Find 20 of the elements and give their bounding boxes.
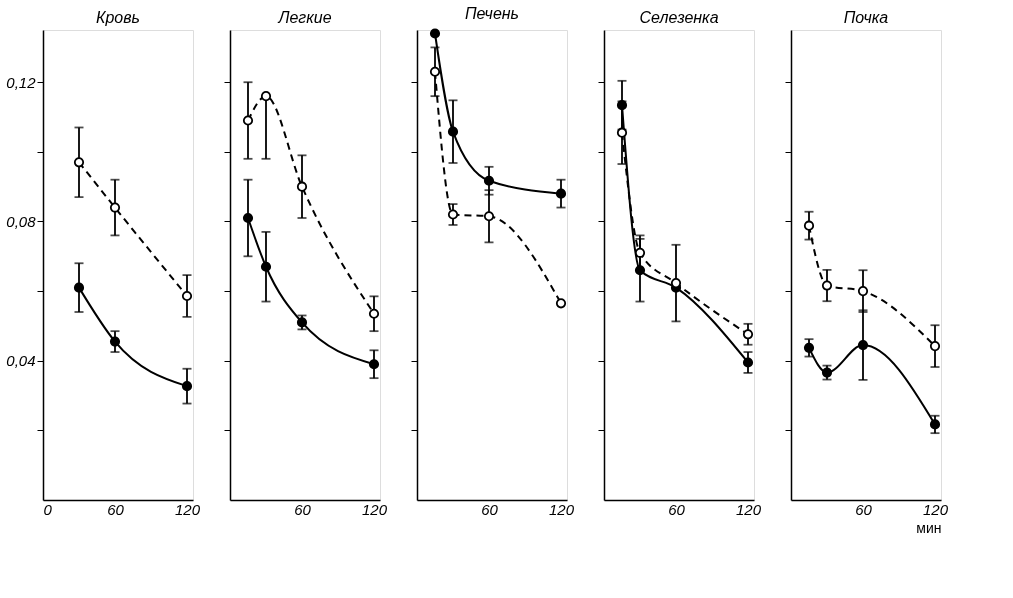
x-axis-title: мин	[916, 519, 942, 536]
chart-title: Кровь	[96, 9, 140, 26]
x-tick-label: 120	[735, 500, 762, 518]
chart-title: Почка	[843, 9, 889, 26]
x-tick-label: 60	[481, 500, 499, 518]
x-tick-label: 120	[548, 500, 575, 518]
x-tick-label: 60	[294, 500, 312, 518]
chart-title: Селезенка	[639, 9, 719, 26]
y-tick-label: 0,08	[6, 212, 37, 230]
x-tick-label: 120	[922, 500, 949, 518]
x-tick-label: 60	[668, 500, 686, 518]
x-tick-label: 60	[107, 500, 125, 518]
y-tick-label: 0,12	[6, 73, 37, 91]
chart-title: Легкие	[277, 9, 332, 26]
x-tick-label: 120	[174, 500, 201, 518]
x-tick-label: 60	[855, 500, 873, 518]
x-tick-label: 0	[43, 500, 53, 518]
x-tick-label: 120	[361, 500, 388, 518]
chart-title: Печень	[465, 4, 519, 22]
y-tick-label: 0,04	[6, 352, 36, 370]
